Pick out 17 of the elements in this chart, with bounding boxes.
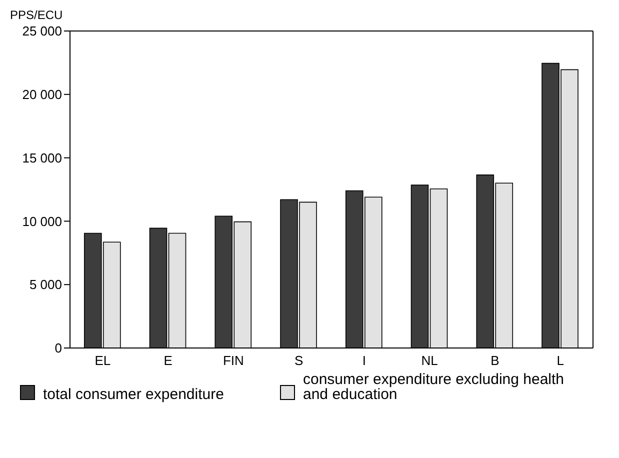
legend-label: total consumer expenditure	[43, 386, 224, 403]
x-tick-label: EL	[94, 353, 111, 368]
x-tick-label: E	[164, 353, 173, 368]
y-tick-label: 0	[54, 340, 62, 356]
x-tick-label: L	[556, 353, 564, 368]
legend-label: consumer expenditure excluding health and education	[303, 371, 565, 403]
x-tick-label: NL	[421, 353, 438, 368]
y-tick-label: 25 000	[22, 24, 62, 39]
x-tick-label: S	[294, 353, 304, 368]
x-tick-label: B	[490, 353, 500, 368]
y-tick-label: 5 000	[29, 277, 62, 292]
y-tick-label: 20 000	[22, 87, 62, 102]
x-tick-label: I	[362, 353, 366, 368]
y-tick-label: 10 000	[22, 214, 62, 229]
x-tick-label: FIN	[222, 353, 244, 368]
y-axis-title: PPS/ECU	[10, 8, 64, 22]
y-tick-label: 15 000	[22, 150, 62, 166]
